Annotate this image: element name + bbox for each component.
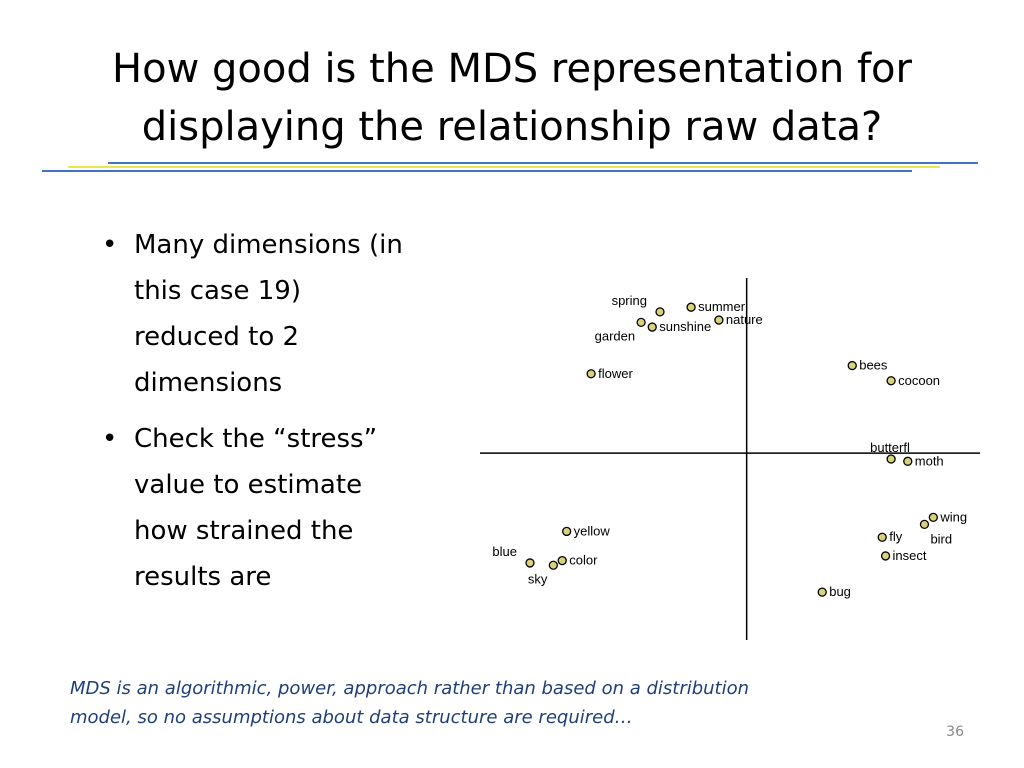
data-point xyxy=(847,360,857,371)
bullet-line: how strained the xyxy=(134,516,354,546)
title-rule-blue-lower xyxy=(42,170,912,172)
data-point xyxy=(636,317,646,328)
bullet-item: Many dimensions (in this case 19) reduce… xyxy=(100,222,470,406)
data-point xyxy=(557,555,567,566)
data-point xyxy=(903,456,913,466)
point-label: sky xyxy=(528,571,548,586)
slide-number: 36 xyxy=(946,724,964,740)
bullet-line: dimensions xyxy=(134,368,283,398)
bullet-line: Check the “stress” xyxy=(134,424,378,454)
data-point xyxy=(562,526,572,537)
title-line: How good is the MDS representation for xyxy=(112,46,912,92)
point-label: moth xyxy=(915,453,944,468)
point-label: color xyxy=(569,553,598,568)
point-label: sunshine xyxy=(659,319,711,334)
point-label: insect xyxy=(893,548,927,563)
data-point xyxy=(586,369,596,379)
point-label: cocoon xyxy=(898,373,940,388)
footnote-line: model, so no assumptions about data stru… xyxy=(70,707,633,728)
point-label: garden xyxy=(595,328,635,343)
point-label: nature xyxy=(726,312,763,327)
data-point xyxy=(880,551,891,561)
bullet-list: Many dimensions (in this case 19) reduce… xyxy=(100,222,470,610)
bullet-line: this case 19) xyxy=(134,276,301,306)
point-label: bees xyxy=(859,358,888,373)
data-point xyxy=(817,587,827,597)
point-label: fly xyxy=(889,529,903,544)
point-label: flower xyxy=(598,366,633,381)
bullet-line: Many dimensions (in xyxy=(134,230,403,260)
data-point xyxy=(548,560,558,570)
bullet-item: Check the “stress” value to estimate how… xyxy=(100,416,470,600)
bullet-line: value to estimate xyxy=(134,470,363,500)
point-label: wing xyxy=(939,509,967,524)
data-point xyxy=(877,532,887,542)
point-label: butterfl xyxy=(870,440,910,455)
footnote-line: MDS is an algorithmic, power, approach r… xyxy=(70,678,750,699)
data-point xyxy=(714,315,724,325)
title-rule-blue-upper xyxy=(108,162,978,164)
footnote: MDS is an algorithmic, power, approach r… xyxy=(70,674,890,732)
point-label: bug xyxy=(829,584,851,599)
data-point xyxy=(886,454,896,464)
bullet-line: reduced to 2 xyxy=(134,322,300,352)
point-label: spring xyxy=(612,293,647,308)
point-label: yellow xyxy=(574,523,611,538)
slide-title: How good is the MDS representation for d… xyxy=(40,40,984,156)
title-rule-yellow xyxy=(68,166,940,168)
data-point xyxy=(886,376,896,386)
point-label: blue xyxy=(492,544,517,559)
data-point xyxy=(647,322,657,332)
data-point xyxy=(655,307,665,317)
title-line: displaying the relationship raw data? xyxy=(141,104,883,150)
data-point xyxy=(525,558,535,568)
bullet-line: results are xyxy=(134,562,272,592)
data-point xyxy=(928,512,938,523)
data-point xyxy=(686,302,696,312)
data-point xyxy=(919,519,930,530)
point-label: summer xyxy=(698,299,746,314)
point-label: bird xyxy=(930,531,952,546)
